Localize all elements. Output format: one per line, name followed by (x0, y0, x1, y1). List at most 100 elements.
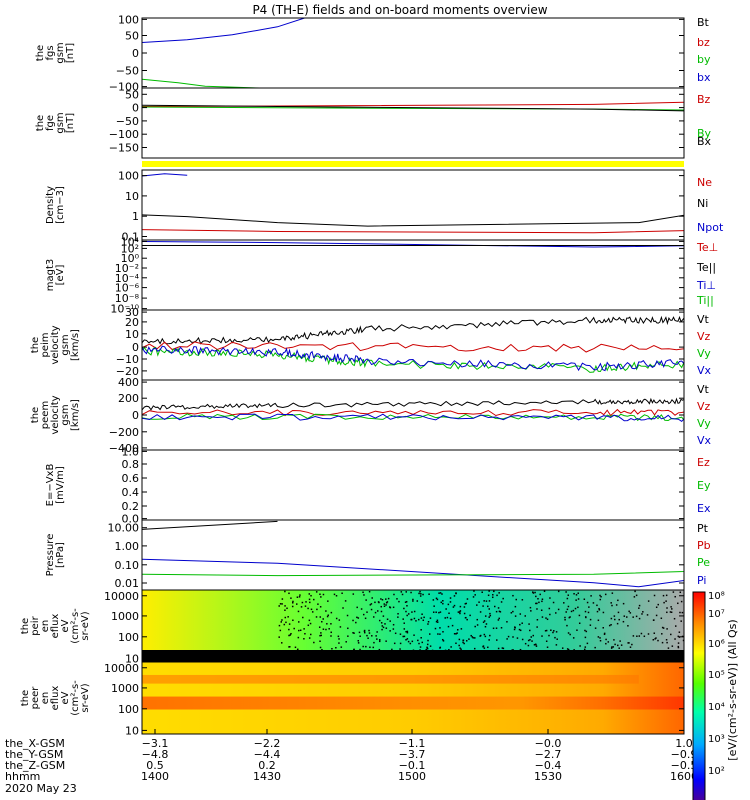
ytick-label: 0.2 (122, 500, 140, 513)
peir-noise-pixel (278, 636, 280, 638)
peir-noise-pixel (379, 649, 381, 651)
peir-noise-pixel (427, 623, 429, 625)
peir-noise-pixel (347, 615, 349, 617)
peir-noise-pixel (537, 598, 539, 600)
peir-noise-pixel (466, 640, 468, 642)
peir-noise-pixel (307, 608, 309, 610)
peir-noise-pixel (284, 605, 286, 607)
peir-noise-pixel (396, 598, 398, 600)
peir-noise-pixel (450, 646, 452, 648)
peir-noise-pixel (342, 607, 344, 609)
plot-area-fge (142, 95, 750, 133)
peir-noise-pixel (541, 609, 543, 611)
peir-noise-pixel (281, 603, 283, 605)
peir-noise-pixel (414, 618, 416, 620)
peir-noise-pixel (481, 591, 483, 593)
peir-noise-pixel (544, 656, 546, 658)
peir-noise-pixel (448, 613, 450, 615)
peir-noise-pixel (547, 619, 549, 621)
peir-noise-pixel (387, 652, 389, 654)
peir-noise-pixel (397, 616, 399, 618)
peir-noise-pixel (465, 617, 467, 619)
peir-noise-pixel (533, 592, 535, 594)
peir-noise-pixel (303, 628, 305, 630)
peir-noise-pixel (571, 611, 573, 613)
peir-noise-pixel (647, 614, 649, 616)
peir-noise-pixel (567, 648, 569, 650)
peir-noise-pixel (671, 655, 673, 657)
peir-noise-pixel (438, 612, 440, 614)
peir-noise-pixel (338, 642, 340, 644)
peir-noise-pixel (358, 640, 360, 642)
peir-noise-pixel (686, 652, 688, 654)
peir-noise-pixel (506, 638, 508, 640)
peir-noise-pixel (380, 598, 382, 600)
peir-noise-pixel (316, 616, 318, 618)
peir-noise-pixel (687, 602, 689, 604)
peir-noise-pixel (437, 620, 439, 622)
peir-noise-pixel (590, 624, 592, 626)
peir-noise-pixel (295, 647, 297, 649)
peir-noise-pixel (313, 642, 315, 644)
peir-noise-pixel (663, 602, 665, 604)
peir-noise-pixel (722, 657, 724, 659)
peir-noise-pixel (284, 609, 286, 611)
ytick-label: 0.01 (115, 577, 140, 590)
peir-noise-pixel (637, 656, 639, 658)
series-temp-Ti⊥ (142, 242, 750, 248)
peir-noise-pixel (553, 657, 555, 659)
peir-noise-pixel (293, 656, 295, 658)
peir-noise-pixel (439, 633, 441, 635)
peir-noise-pixel (440, 592, 442, 594)
legend-pressure-Pi: Pi (697, 574, 706, 587)
peir-noise-pixel (371, 603, 373, 605)
peir-noise-pixel (341, 653, 343, 655)
peir-noise-pixel (520, 649, 522, 651)
peir-noise-pixel (609, 656, 611, 658)
peir-noise-pixel (373, 642, 375, 644)
ylabel-peer: sr-eV) (80, 683, 91, 712)
peir-noise-pixel (359, 649, 361, 651)
peir-noise-pixel (483, 600, 485, 602)
peir-noise-pixel (445, 617, 447, 619)
peir-noise-pixel (420, 637, 422, 639)
peir-noise-pixel (377, 610, 379, 612)
peir-noise-pixel (364, 652, 366, 654)
peir-noise-pixel (369, 647, 371, 649)
peir-noise-pixel (615, 654, 617, 656)
peir-noise-pixel (393, 607, 395, 609)
ytick-label: 10000 (104, 590, 139, 603)
peir-noise-pixel (528, 623, 530, 625)
peir-noise-pixel (542, 599, 544, 601)
ylabel-fge: [nT] (65, 113, 76, 133)
peir-noise-pixel (579, 615, 581, 617)
peir-noise-pixel (556, 644, 558, 646)
peir-noise-pixel (538, 602, 540, 604)
peir-noise-pixel (487, 647, 489, 649)
panel-temp: 10⁴10²10⁰10⁻²10⁻⁴10⁻⁶10⁻⁸10⁻¹⁰magt3 [eV]T… (45, 235, 750, 315)
peir-noise-pixel (319, 626, 321, 628)
peir-noise-pixel (618, 619, 620, 621)
peir-noise-pixel (375, 612, 377, 614)
peir-noise-pixel (709, 629, 711, 631)
peir-noise-pixel (478, 601, 480, 603)
peir-noise-pixel (427, 640, 429, 642)
peir-noise-pixel (289, 653, 291, 655)
peir-noise-pixel (648, 633, 650, 635)
peir-noise-pixel (405, 639, 407, 641)
peir-noise-pixel (370, 655, 372, 657)
peir-noise-pixel (506, 621, 508, 623)
peir-noise-pixel (329, 653, 331, 655)
peir-noise-pixel (528, 640, 530, 642)
peir-noise-pixel (498, 618, 500, 620)
peir-noise-pixel (380, 606, 382, 608)
series-pressure-Pi (142, 534, 750, 587)
peir-noise-pixel (448, 626, 450, 628)
peir-noise-pixel (418, 643, 420, 645)
peir-noise-pixel (690, 607, 692, 609)
peir-noise-pixel (309, 593, 311, 595)
plot-area-peem (142, 399, 750, 434)
peir-noise-pixel (382, 625, 384, 627)
peir-noise-pixel (576, 655, 578, 657)
peir-noise-pixel (623, 603, 625, 605)
